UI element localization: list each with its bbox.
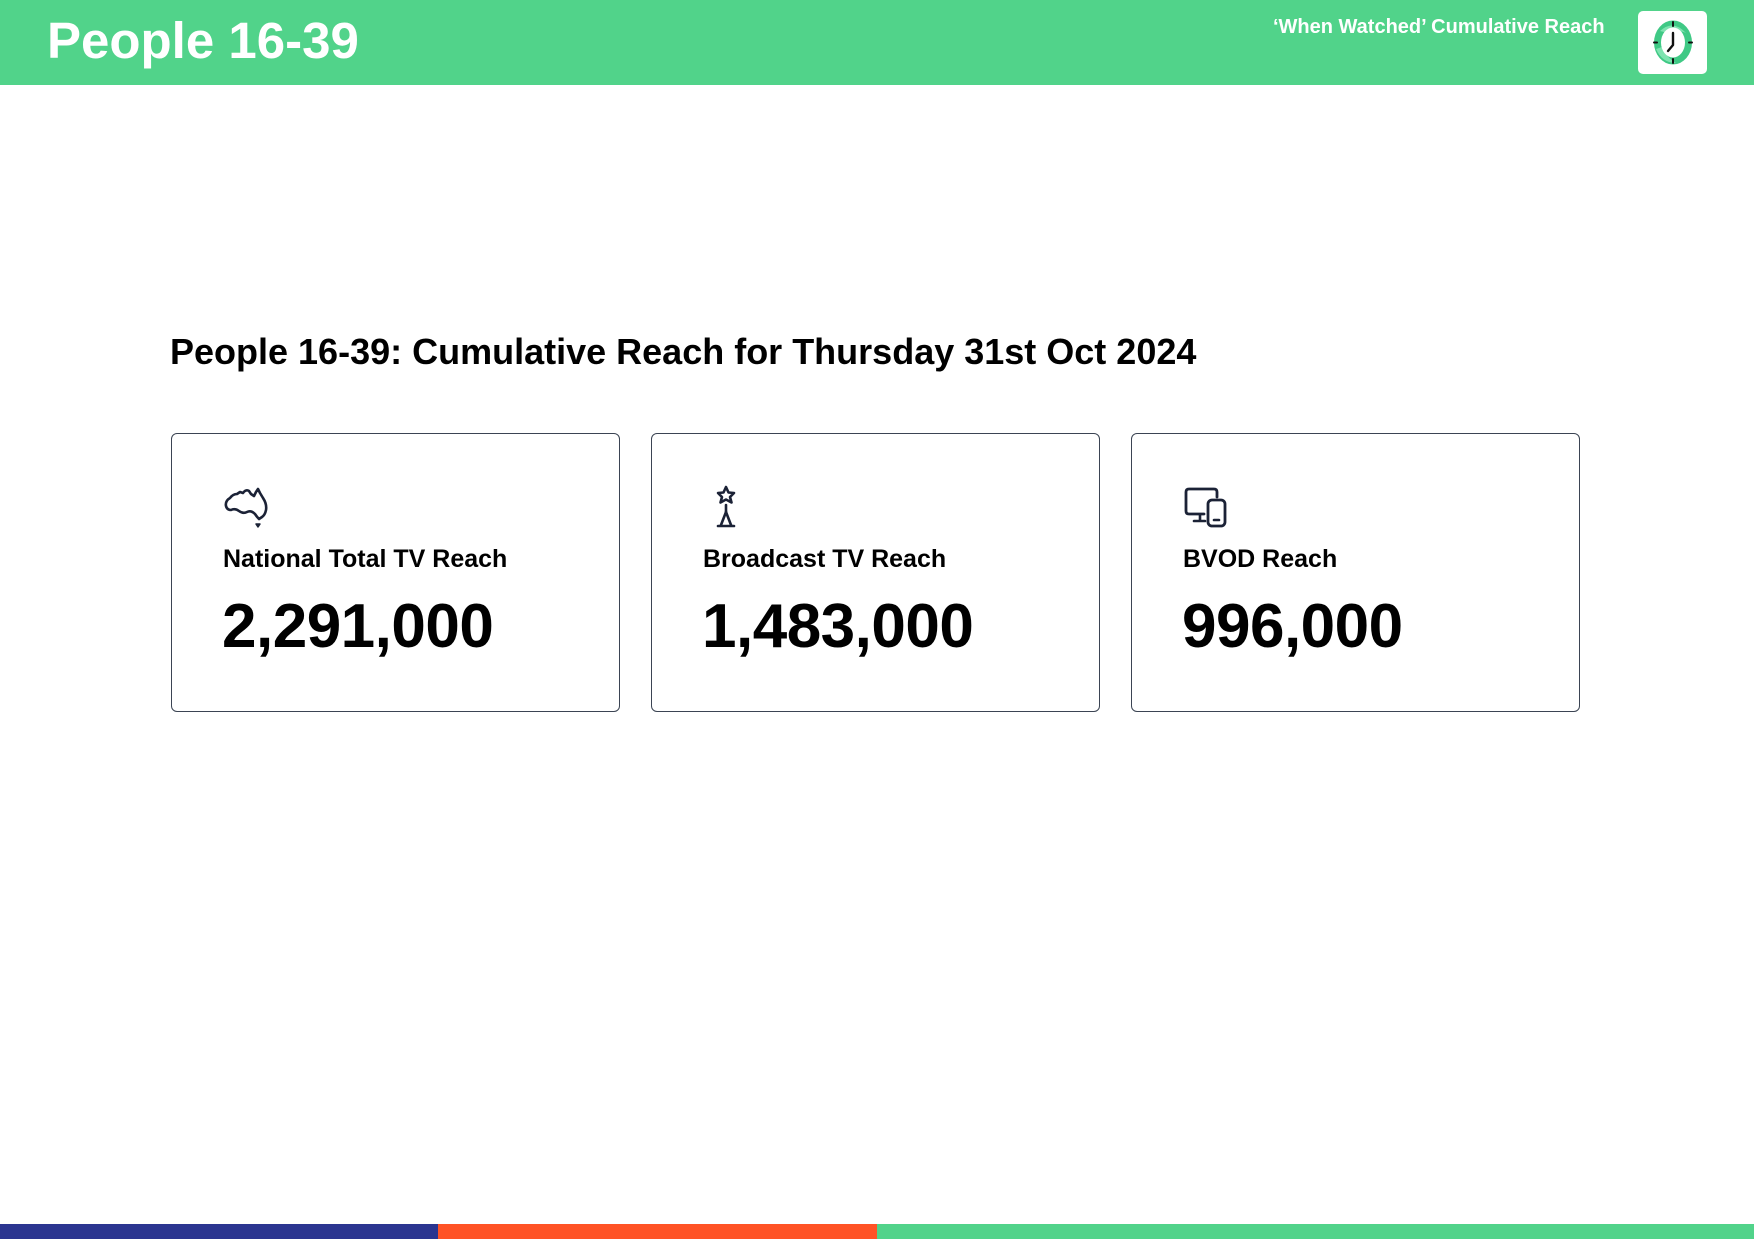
- card-value: 2,291,000: [222, 592, 494, 661]
- report-type-label: ‘When Watched’ Cumulative Reach: [1273, 16, 1605, 38]
- reach-card-broadcast-tv: Broadcast TV Reach 1,483,000: [651, 433, 1100, 712]
- card-value: 996,000: [1182, 592, 1403, 661]
- page-title: People 16-39: [47, 12, 359, 69]
- footer-color-bar: [0, 1224, 1754, 1239]
- australia-map-icon: [224, 487, 268, 528]
- section-heading: People 16-39: Cumulative Reach for Thurs…: [170, 331, 1197, 372]
- reach-card-national-total-tv: National Total TV Reach 2,291,000: [171, 433, 620, 712]
- card-label: National Total TV Reach: [223, 545, 508, 573]
- footer-bar-green: [877, 1224, 1754, 1239]
- card-value: 1,483,000: [702, 592, 974, 661]
- footer-bar-orange: [438, 1224, 877, 1239]
- devices-icon: [1184, 487, 1227, 528]
- broadcast-tower-icon: [716, 485, 736, 528]
- header-bar: People 16-39 ‘When Watched’ Cumulative R…: [0, 0, 1754, 85]
- card-label: BVOD Reach: [1183, 545, 1338, 573]
- card-label: Broadcast TV Reach: [703, 545, 947, 573]
- reach-card-bvod: BVOD Reach 996,000: [1131, 433, 1580, 712]
- footer-bar-blue: [0, 1224, 438, 1239]
- report-icon-badge: [1638, 11, 1707, 74]
- clock-icon: [1653, 20, 1693, 65]
